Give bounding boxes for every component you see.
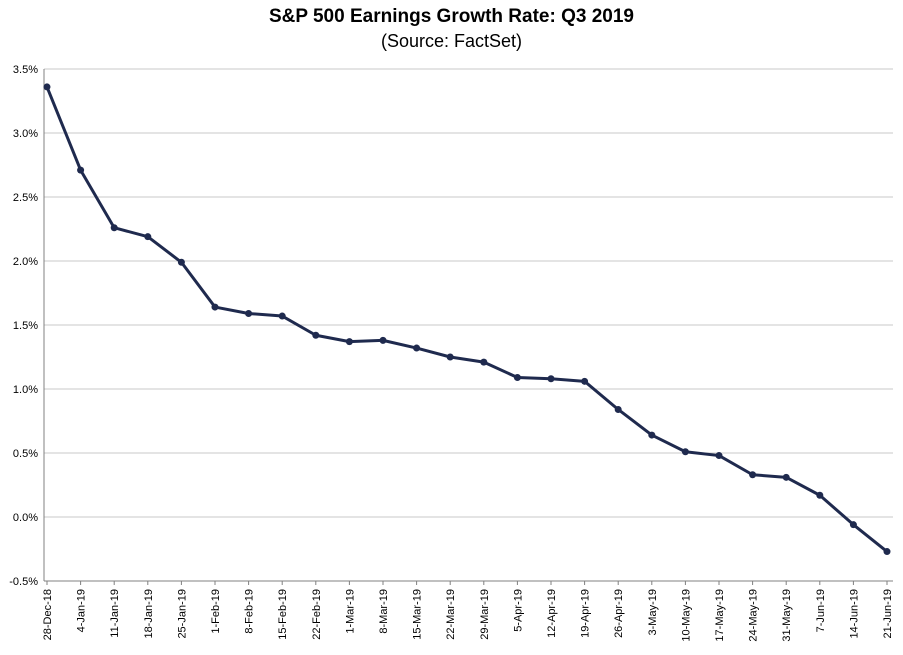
data-point xyxy=(345,338,353,346)
x-tick-label: 11-Jan-19 xyxy=(109,589,121,638)
x-tick-label: 12-Apr-19 xyxy=(546,589,558,638)
x-tick-label: 24-May-19 xyxy=(748,589,760,642)
gridlines xyxy=(44,68,893,582)
data-point xyxy=(547,375,555,383)
data-point xyxy=(749,471,757,479)
data-point xyxy=(177,258,185,266)
data-point xyxy=(681,448,689,456)
x-tick-label: 8-Mar-19 xyxy=(378,589,390,634)
x-tick-label: 29-Mar-19 xyxy=(479,589,491,640)
series-line xyxy=(45,86,888,553)
x-tick-label: 15-Mar-19 xyxy=(412,589,424,640)
x-tick-label: 25-Jan-19 xyxy=(176,589,188,639)
data-point xyxy=(77,166,85,174)
x-tick-label: 21-Jun-19 xyxy=(882,589,894,639)
x-tick-label: 18-Jan-19 xyxy=(143,589,155,639)
x-tick-label: 3-May-19 xyxy=(647,589,659,635)
x-tick-label: 10-May-19 xyxy=(680,589,692,642)
y-tick-label: 3.0% xyxy=(13,128,38,140)
data-point xyxy=(849,521,857,529)
data-point xyxy=(614,405,622,413)
data-point xyxy=(782,473,790,481)
chart-subtitle: (Source: FactSet) xyxy=(380,31,523,51)
x-tick-label: 7-Jun-19 xyxy=(815,589,827,632)
chart-title: S&P 500 Earnings Growth Rate: Q3 2019 xyxy=(268,6,634,27)
data-point xyxy=(43,83,51,91)
data-point xyxy=(413,344,421,352)
x-tick-label: 4-Jan-19 xyxy=(76,589,88,632)
y-tick-label: -0.5% xyxy=(9,576,38,588)
x-tick-label: 19-Apr-19 xyxy=(580,589,592,638)
y-tick-label: 1.0% xyxy=(13,384,38,396)
data-point xyxy=(278,312,286,320)
data-point xyxy=(883,548,891,556)
x-tick-label: 17-May-19 xyxy=(714,589,726,642)
data-point xyxy=(816,491,824,499)
x-tick-label: 22-Feb-19 xyxy=(311,589,323,640)
data-point xyxy=(312,331,320,339)
data-point xyxy=(144,233,152,241)
x-tick-label: 22-Mar-19 xyxy=(445,589,457,640)
y-tick-label: 1.5% xyxy=(13,320,38,332)
x-tick-labels: 28-Dec-18 4-Jan-19 11-Jan-19 18-Jan-19 25-Ja… xyxy=(42,589,894,642)
y-tick-label: 2.0% xyxy=(13,256,38,268)
x-tick-label: 8-Feb-19 xyxy=(244,589,256,634)
x-tick-label: 15-Feb-19 xyxy=(277,589,289,640)
x-tick-label: 1-Mar-19 xyxy=(344,589,356,634)
y-tick-labels: 3.5% 3.0% 2.5% 2.0% 1.5% 1.0% 0.5% 0.0% -0.5% xyxy=(9,64,38,588)
data-point xyxy=(211,303,219,311)
data-point xyxy=(581,377,589,385)
data-point xyxy=(110,224,118,232)
x-tick-label: 28-Dec-18 xyxy=(42,589,54,640)
data-point xyxy=(446,353,454,361)
data-point xyxy=(245,309,253,317)
data-point xyxy=(648,431,656,439)
y-tick-label: 2.5% xyxy=(13,192,38,204)
data-point xyxy=(379,336,387,344)
y-tick-label: 0.0% xyxy=(13,512,38,524)
x-tick-label: 31-May-19 xyxy=(781,589,793,642)
x-tick-label: 26-Apr-19 xyxy=(613,589,625,638)
data-point xyxy=(513,373,521,381)
x-tick-label: 1-Feb-19 xyxy=(210,589,222,634)
axes xyxy=(43,69,893,585)
x-tick-label: 14-Jun-19 xyxy=(848,589,860,639)
data-point xyxy=(715,452,723,460)
series-layer xyxy=(43,83,891,556)
y-tick-label: 3.5% xyxy=(13,64,38,76)
x-tick-label: 5-Apr-19 xyxy=(512,589,524,632)
y-tick-label: 0.5% xyxy=(13,448,38,460)
data-point xyxy=(480,358,488,366)
